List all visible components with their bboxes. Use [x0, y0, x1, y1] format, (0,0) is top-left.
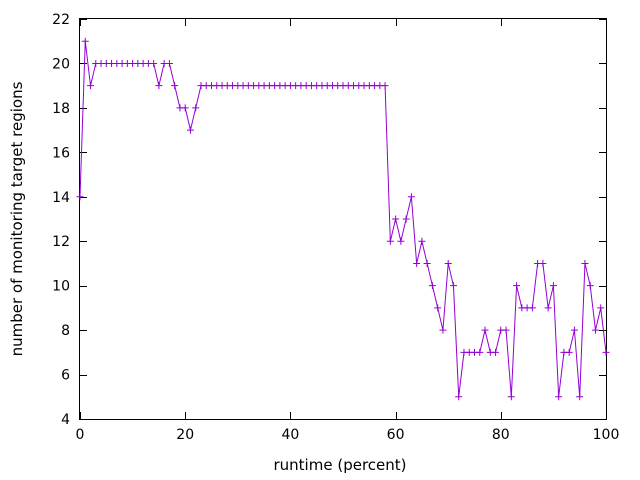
x-tick-label: 80	[492, 427, 510, 443]
data-point-marker	[397, 237, 405, 245]
data-point-marker	[581, 259, 589, 267]
data-layer	[76, 37, 610, 401]
data-point-marker	[476, 348, 484, 356]
data-point-marker	[586, 282, 594, 290]
data-point-marker	[455, 393, 463, 401]
data-point-marker	[513, 282, 521, 290]
x-tick-label: 0	[76, 427, 85, 443]
data-point-marker	[549, 282, 557, 290]
data-point-marker	[171, 82, 179, 90]
y-tick-label: 14	[52, 190, 70, 206]
data-point-marker	[150, 59, 158, 67]
data-point-marker	[555, 393, 563, 401]
x-axis-label: runtime (percent)	[274, 456, 407, 474]
series-line	[79, 41, 607, 397]
data-point-marker	[492, 348, 500, 356]
data-point-marker	[597, 304, 605, 312]
data-point-marker	[428, 282, 436, 290]
y-tick-label: 12	[52, 234, 70, 250]
data-point-marker	[502, 326, 510, 334]
data-point-marker	[544, 304, 552, 312]
data-point-marker	[481, 326, 489, 334]
x-tick-label: 40	[281, 427, 299, 443]
x-tick-label: 60	[387, 427, 405, 443]
data-point-marker	[381, 82, 389, 90]
data-point-marker	[402, 215, 410, 223]
data-point-marker	[439, 326, 447, 334]
data-point-marker	[570, 326, 578, 334]
data-point-marker	[423, 259, 431, 267]
y-tick-label: 18	[52, 101, 70, 117]
data-point-marker	[449, 282, 457, 290]
y-tick-label: 16	[52, 145, 70, 161]
data-point-marker	[418, 237, 426, 245]
y-axis-label: number of monitoring target regions	[8, 81, 26, 356]
data-point-marker	[507, 393, 515, 401]
data-point-marker	[165, 59, 173, 67]
data-point-marker	[434, 304, 442, 312]
x-tick-label: 100	[593, 427, 620, 443]
data-point-marker	[576, 393, 584, 401]
data-point-marker	[155, 82, 163, 90]
data-point-marker	[181, 104, 189, 112]
y-tick-label: 20	[52, 56, 70, 72]
data-point-marker	[528, 304, 536, 312]
data-point-marker	[407, 193, 415, 201]
data-point-marker	[591, 326, 599, 334]
data-point-marker	[192, 104, 200, 112]
data-point-marker	[413, 259, 421, 267]
ticks-layer: 0 20 40 60 80 100 4 6 8 10 12 14 16 18 20 22	[52, 12, 619, 443]
y-tick-label: 6	[61, 368, 70, 384]
y-tick-label: 4	[61, 412, 70, 428]
data-point-marker	[386, 237, 394, 245]
data-point-marker	[392, 215, 400, 223]
data-point-marker	[76, 193, 84, 201]
y-tick-label: 10	[52, 279, 70, 295]
data-point-marker	[602, 348, 610, 356]
data-point-marker	[565, 348, 573, 356]
data-point-marker	[539, 259, 547, 267]
y-tick-label: 8	[61, 323, 70, 339]
y-tick-label: 22	[52, 12, 70, 28]
x-tick-label: 20	[176, 427, 194, 443]
data-point-marker	[444, 259, 452, 267]
plot-frame	[79, 18, 607, 420]
data-point-marker	[87, 82, 95, 90]
data-point-marker	[186, 126, 194, 134]
data-point-marker	[81, 37, 89, 45]
